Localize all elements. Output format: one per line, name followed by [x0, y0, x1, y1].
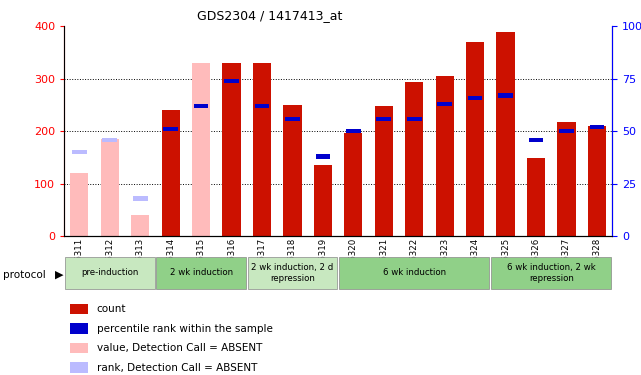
Bar — [374, 106, 393, 236]
Bar — [285, 117, 300, 121]
Bar — [163, 127, 178, 131]
Bar — [71, 173, 88, 236]
Bar — [224, 79, 239, 83]
Bar — [588, 126, 606, 236]
Text: count: count — [97, 304, 126, 314]
Bar — [344, 133, 362, 236]
FancyBboxPatch shape — [65, 257, 154, 289]
Bar — [101, 139, 119, 236]
Bar — [70, 343, 88, 353]
Bar — [559, 129, 574, 134]
Bar — [162, 110, 179, 236]
Text: 6 wk induction: 6 wk induction — [383, 268, 445, 278]
Bar — [283, 105, 301, 236]
Bar — [437, 102, 452, 106]
Bar — [468, 96, 483, 100]
Text: GDS2304 / 1417413_at: GDS2304 / 1417413_at — [197, 9, 342, 22]
Bar — [496, 32, 515, 236]
FancyBboxPatch shape — [156, 257, 246, 289]
Bar — [436, 76, 454, 236]
Bar — [70, 323, 88, 334]
Bar — [192, 63, 210, 236]
Text: ▶: ▶ — [55, 270, 64, 279]
Bar — [72, 150, 87, 154]
Bar — [131, 215, 149, 236]
Bar — [222, 63, 240, 236]
Bar — [315, 154, 330, 159]
Bar — [133, 196, 147, 201]
Bar — [253, 63, 271, 236]
Bar — [346, 129, 361, 134]
Bar — [466, 42, 484, 236]
FancyBboxPatch shape — [491, 257, 612, 289]
Text: 2 wk induction, 2 d
repression: 2 wk induction, 2 d repression — [251, 263, 333, 282]
Bar — [376, 117, 391, 121]
Text: protocol: protocol — [3, 270, 46, 279]
Text: percentile rank within the sample: percentile rank within the sample — [97, 324, 272, 333]
Bar — [194, 104, 208, 108]
Bar — [407, 117, 422, 121]
Bar — [254, 104, 269, 108]
Bar — [405, 82, 423, 236]
Bar — [529, 138, 544, 142]
Bar — [70, 304, 88, 314]
Bar — [103, 138, 117, 142]
Bar — [70, 362, 88, 373]
Bar — [314, 165, 332, 236]
Bar — [557, 122, 576, 236]
Bar — [590, 125, 604, 129]
Text: 6 wk induction, 2 wk
repression: 6 wk induction, 2 wk repression — [507, 263, 595, 282]
FancyBboxPatch shape — [247, 257, 337, 289]
Text: rank, Detection Call = ABSENT: rank, Detection Call = ABSENT — [97, 363, 257, 372]
FancyBboxPatch shape — [339, 257, 490, 289]
Bar — [498, 93, 513, 98]
Text: value, Detection Call = ABSENT: value, Detection Call = ABSENT — [97, 343, 262, 353]
Text: 2 wk induction: 2 wk induction — [170, 268, 233, 278]
Text: pre-induction: pre-induction — [81, 268, 138, 278]
Bar — [527, 158, 545, 236]
